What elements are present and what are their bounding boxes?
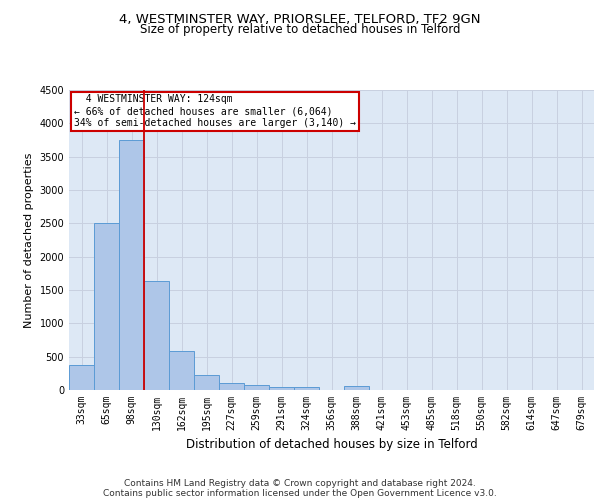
Text: 4, WESTMINSTER WAY, PRIORSLEE, TELFORD, TF2 9GN: 4, WESTMINSTER WAY, PRIORSLEE, TELFORD, …	[119, 12, 481, 26]
Bar	[219, 382, 244, 390]
Bar	[94, 224, 119, 390]
Bar	[294, 388, 319, 390]
Text: Contains public sector information licensed under the Open Government Licence v3: Contains public sector information licen…	[103, 488, 497, 498]
Y-axis label: Number of detached properties: Number of detached properties	[24, 152, 34, 328]
Bar	[69, 366, 94, 390]
Text: 4 WESTMINSTER WAY: 124sqm
← 66% of detached houses are smaller (6,064)
34% of se: 4 WESTMINSTER WAY: 124sqm ← 66% of detac…	[74, 94, 356, 128]
Bar	[169, 350, 194, 390]
Text: Size of property relative to detached houses in Telford: Size of property relative to detached ho…	[140, 22, 460, 36]
Text: Contains HM Land Registry data © Crown copyright and database right 2024.: Contains HM Land Registry data © Crown c…	[124, 478, 476, 488]
Bar	[244, 386, 269, 390]
X-axis label: Distribution of detached houses by size in Telford: Distribution of detached houses by size …	[185, 438, 478, 452]
Bar	[344, 386, 369, 390]
Bar	[269, 388, 294, 390]
Bar	[144, 280, 169, 390]
Bar	[194, 374, 219, 390]
Bar	[119, 140, 144, 390]
